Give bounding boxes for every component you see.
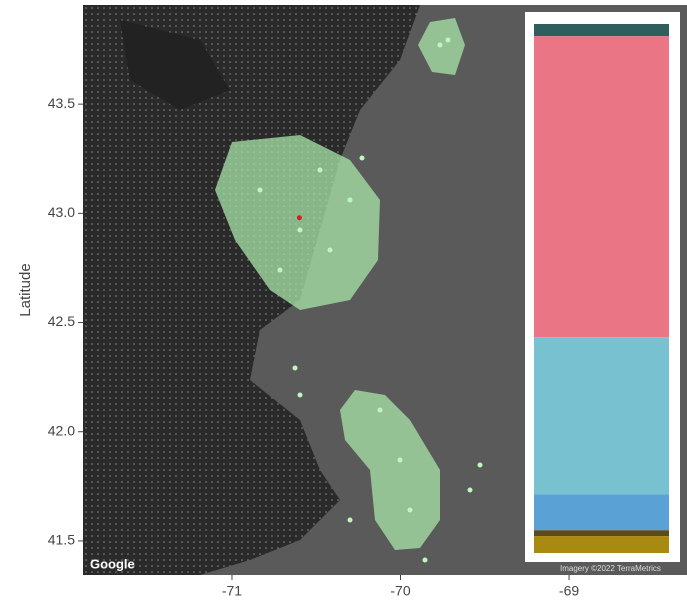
inset-segment bbox=[534, 494, 669, 530]
imagery-credit: Imagery ©2022 TerraMetrics bbox=[560, 564, 661, 573]
inset-segment bbox=[534, 530, 669, 536]
location-marker bbox=[297, 215, 302, 220]
y-tick-label: 42.0 bbox=[48, 422, 75, 438]
y-tick-label: 42.5 bbox=[48, 313, 75, 329]
y-tick-label: 43.5 bbox=[48, 95, 75, 111]
x-tick-label: -69 bbox=[559, 583, 579, 599]
inset-segment bbox=[534, 36, 669, 337]
y-tick-label: 43.0 bbox=[48, 204, 75, 220]
y-axis-label: Latitude bbox=[17, 263, 34, 316]
inset-segment bbox=[534, 536, 669, 553]
inset-segment bbox=[534, 24, 669, 36]
inset-segment bbox=[534, 337, 669, 494]
google-logo: Google bbox=[90, 556, 135, 571]
map-chart: Latitude Google Imagery ©2022 TerraMetri… bbox=[0, 0, 687, 604]
x-tick-label: -71 bbox=[222, 583, 242, 599]
x-tick-label: -70 bbox=[390, 583, 410, 599]
y-tick-label: 41.5 bbox=[48, 532, 75, 548]
